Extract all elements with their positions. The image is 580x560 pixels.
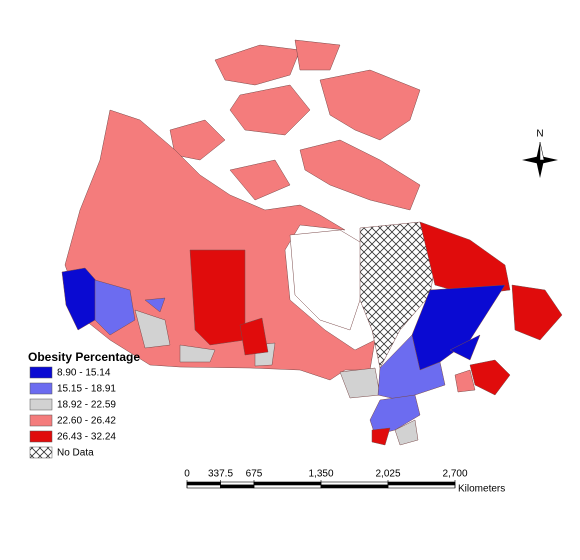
legend-title: Obesity Percentage [28,350,140,364]
scale-segment [387,484,456,489]
scale-tick-label: 1,350 [308,469,333,480]
scale-segment [220,484,255,489]
scale-segment [320,481,389,486]
scale-segment [220,481,255,486]
legend-swatch [29,446,53,459]
north-label: N [536,129,543,140]
legend-label: 8.90 - 15.14 [57,368,111,379]
scale-bar: Kilometers 0 337.5 675 1,350 2,025 2,700 [184,469,505,495]
legend: Obesity Percentage 8.90 - 15.14 15.15 - 1… [28,350,140,458]
scale-tick-label: 337.5 [208,469,233,480]
legend-swatch [29,398,53,411]
scale-tick-label: 0 [184,469,190,480]
legend-label: 15.15 - 18.91 [57,384,116,395]
legend-swatch [29,382,53,395]
scale-unit: Kilometers [458,484,505,495]
legend-swatch [29,414,53,427]
legend-label: No Data [57,448,94,459]
legend-swatch [29,366,53,379]
scale-segment [387,481,456,486]
regions [61,39,563,446]
legend-label: 26.43 - 32.24 [57,432,116,443]
scale-tick-label: 2,700 [442,469,467,480]
legend-swatch [29,430,53,443]
legend-label: 22.60 - 26.42 [57,416,116,427]
scale-segment [186,484,221,489]
scale-tick-label: 2,025 [375,469,400,480]
north-arrow: N [522,129,558,178]
scale-segment [253,481,322,486]
scale-tick-label: 675 [246,469,263,480]
legend-label: 18.92 - 22.59 [57,400,116,411]
scale-segment [320,484,389,489]
scale-segment [186,481,221,486]
scale-segment [253,484,322,489]
